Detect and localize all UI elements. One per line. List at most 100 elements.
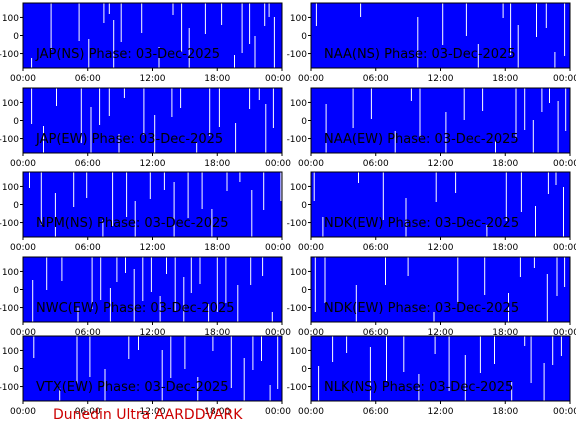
phase-panels: 100 0 -100 00:00 06:00 12:00 18:00 00:00 JAP(NS)… [0,2,576,417]
y-tick-label: 100 [2,99,19,109]
x-tick-label: 00:00 [553,328,576,338]
x-tick-label: 12:00 [140,159,166,169]
phase-fill [23,88,282,153]
panel-title: NPM(NS) Phase: 03-Dec-2025 [36,216,229,231]
x-tick-label: 00:00 [553,407,576,417]
panel-title: JAP(NS) Phase: 03-Dec-2025 [35,47,220,62]
x-tick-label: 00:00 [298,328,324,338]
x-tick-label: 00:00 [265,74,291,84]
x-tick-label: 06:00 [75,74,101,84]
x-tick-label: 18:00 [492,243,518,253]
x-tick-label: 06:00 [75,328,101,338]
y-tick-label: -100 [0,135,19,145]
x-tick-label: 18:00 [204,159,230,169]
x-tick-label: 12:00 [428,243,454,253]
x-tick-label: 12:00 [140,407,166,417]
x-tick-label: 12:00 [140,328,166,338]
x-tick-label: 18:00 [492,74,518,84]
x-tick-label: 12:00 [428,74,454,84]
x-tick-label: 18:00 [204,243,230,253]
x-tick-label: 18:00 [492,407,518,417]
phase-fill [311,172,570,237]
panel-title: NAA(NS) Phase: 03-Dec-2025 [324,47,516,62]
phase-panel: 100 0 -100 00:00 06:00 12:00 18:00 00:00 NDK(EW)… [287,171,576,253]
phase-panel: 100 0 -100 00:00 06:00 12:00 18:00 00:00 NWC(EW)… [0,256,291,338]
x-tick-label: 12:00 [428,407,454,417]
y-tick-label: -100 [287,304,308,314]
x-tick-label: 00:00 [298,74,324,84]
y-tick-label: 100 [290,14,307,24]
x-tick-label: 00:00 [10,74,36,84]
y-tick-label: 0 [301,32,307,42]
phase-fill [311,88,570,153]
y-tick-label: 100 [290,183,307,193]
phase-panel: 100 0 -100 00:00 06:00 12:00 18:00 00:00 NAA(EW)… [287,87,576,169]
x-tick-label: 00:00 [298,159,324,169]
x-tick-label: 18:00 [204,74,230,84]
x-tick-label: 12:00 [428,328,454,338]
x-tick-label: 00:00 [553,74,576,84]
y-tick-label: 100 [290,99,307,109]
x-tick-label: 00:00 [265,159,291,169]
panel-title: VTX(EW) Phase: 03-Dec-2025 [36,380,229,395]
x-tick-label: 00:00 [298,243,324,253]
x-tick-label: 00:00 [10,328,36,338]
y-tick-label: 0 [301,365,307,375]
phase-panel: 100 0 -100 00:00 06:00 12:00 18:00 00:00 NPM(NS)… [0,171,291,253]
phase-panel: 100 0 -100 00:00 06:00 12:00 18:00 00:00 JAP(NS)… [0,2,291,84]
phase-panel: 100 0 -100 00:00 06:00 12:00 18:00 00:00 NLK(NS)… [287,335,576,417]
y-tick-label: -100 [287,383,308,393]
x-tick-label: 18:00 [492,328,518,338]
phase-fill [311,336,570,401]
y-tick-label: -100 [0,383,19,393]
y-tick-label: -100 [287,135,308,145]
phase-panel: 100 0 -100 00:00 06:00 12:00 18:00 00:00 JAP(EW)… [0,87,291,169]
panel-title: JAP(EW) Phase: 03-Dec-2025 [35,132,223,147]
x-tick-label: 00:00 [298,407,324,417]
phase-panel: 100 0 -100 00:00 06:00 12:00 18:00 00:00 VTX(EW)… [0,335,291,417]
x-tick-label: 18:00 [204,407,230,417]
phase-fill [23,336,282,401]
x-tick-label: 06:00 [363,328,389,338]
y-tick-label: 0 [13,117,19,127]
phase-fill [23,257,282,322]
phase-fill [23,3,282,68]
x-tick-label: 12:00 [140,74,166,84]
y-tick-label: 0 [13,365,19,375]
x-tick-label: 18:00 [492,159,518,169]
y-tick-label: -100 [287,50,308,60]
y-tick-label: 100 [2,268,19,278]
phase-fill [311,257,570,322]
x-tick-label: 06:00 [363,159,389,169]
y-tick-label: -100 [287,219,308,229]
panel-title: NLK(NS) Phase: 03-Dec-2025 [324,380,513,395]
x-tick-label: 00:00 [265,407,291,417]
x-tick-label: 06:00 [75,407,101,417]
x-tick-label: 00:00 [265,243,291,253]
x-tick-label: 06:00 [75,159,101,169]
y-tick-label: -100 [0,219,19,229]
y-tick-label: 100 [290,268,307,278]
y-tick-label: 0 [13,201,19,211]
x-tick-label: 00:00 [553,159,576,169]
y-tick-label: 100 [2,347,19,357]
phase-panel: 100 0 -100 00:00 06:00 12:00 18:00 00:00 NDK(EW)… [287,256,576,338]
y-tick-label: 100 [290,347,307,357]
x-tick-label: 00:00 [553,243,576,253]
footer-title: Dunedin Ultra AARDDVARK [53,407,243,423]
y-tick-label: 0 [13,32,19,42]
x-tick-label: 12:00 [140,243,166,253]
y-tick-label: 100 [2,183,19,193]
panel-title: NAA(EW) Phase: 03-Dec-2025 [324,132,519,147]
y-tick-label: 0 [301,286,307,296]
phase-panel: 100 0 -100 00:00 06:00 12:00 18:00 00:00 NAA(NS)… [287,2,576,84]
y-tick-label: 0 [301,201,307,211]
x-tick-label: 06:00 [363,243,389,253]
x-tick-label: 12:00 [428,159,454,169]
y-tick-label: -100 [0,304,19,314]
x-tick-label: 18:00 [204,328,230,338]
x-tick-label: 06:00 [363,407,389,417]
phase-fill [311,3,570,68]
x-tick-label: 00:00 [10,243,36,253]
